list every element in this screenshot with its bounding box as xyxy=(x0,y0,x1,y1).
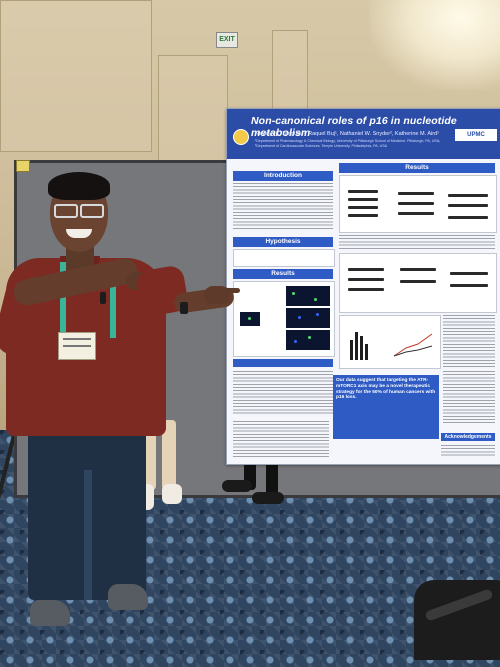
jeans-gap xyxy=(84,470,92,600)
university-seal-icon xyxy=(233,129,249,145)
hypothesis-diagram xyxy=(233,249,335,267)
figure-caption xyxy=(443,315,495,367)
section-hypothesis: Hypothesis xyxy=(233,237,333,247)
figure-caption xyxy=(443,371,495,425)
presenter-shoe xyxy=(30,600,70,626)
references-text xyxy=(233,421,329,457)
lanyard xyxy=(60,262,116,338)
blot-band xyxy=(448,216,488,219)
blot-band xyxy=(348,214,378,217)
exit-sign: EXIT xyxy=(216,32,238,48)
poster-title: Non-canonical roles of p16 in nucleotide… xyxy=(251,115,457,139)
background-shoe xyxy=(222,480,252,492)
glasses-icon xyxy=(54,204,104,218)
microscopy-panel xyxy=(286,308,330,328)
section-results-right: Results xyxy=(339,163,495,173)
western-blot-figure-2 xyxy=(339,253,497,313)
section-conclusion-head xyxy=(233,359,333,367)
results-text xyxy=(233,371,333,415)
bar-graph xyxy=(348,324,388,360)
upmc-logo: UPMC xyxy=(455,129,497,141)
figure-caption xyxy=(339,235,495,249)
blot-band xyxy=(348,198,378,201)
name-badge xyxy=(58,332,96,360)
blot-band xyxy=(348,190,378,193)
background-person-leg xyxy=(162,420,176,490)
blot-band xyxy=(348,288,384,291)
blot-band xyxy=(348,206,378,209)
blot-band xyxy=(450,284,488,287)
presenter-shoe xyxy=(108,584,148,610)
section-introduction: Introduction xyxy=(233,171,333,181)
watch-icon xyxy=(180,302,188,314)
blot-band xyxy=(348,278,384,281)
blot-band xyxy=(348,268,384,271)
microscopy-panel xyxy=(240,312,260,326)
background-shoe xyxy=(252,492,284,504)
blot-band xyxy=(398,192,434,195)
poster-authors: Naveen K. Tangudu¹, Raquel Buj¹, Nathani… xyxy=(255,131,439,137)
blot-band xyxy=(398,212,434,215)
line-graph xyxy=(393,333,433,357)
microscopy-panel xyxy=(286,286,330,306)
western-blot-figure xyxy=(339,175,497,233)
introduction-text xyxy=(233,183,333,231)
research-poster: Non-canonical roles of p16 in nucleotide… xyxy=(226,108,500,465)
blot-band xyxy=(400,280,436,283)
background-shoe xyxy=(162,484,182,504)
bracelet xyxy=(100,292,106,304)
smile xyxy=(66,229,92,238)
wall-panel xyxy=(0,0,152,152)
poster-header: Non-canonical roles of p16 in nucleotide… xyxy=(227,109,500,159)
section-acknowledgements: Acknowledgements xyxy=(441,433,495,441)
poster-affiliation: ¹Department of Pharmacology & Chemical B… xyxy=(255,139,441,148)
section-results-left: Results xyxy=(233,269,333,279)
ceiling-light xyxy=(370,0,500,90)
blot-band xyxy=(448,204,488,207)
conclusion-box: Our data suggest that targeting the ATR-… xyxy=(333,375,439,439)
blot-band xyxy=(448,194,488,197)
board-clip xyxy=(16,160,30,172)
pointing-finger xyxy=(222,288,240,293)
imaging-figure xyxy=(233,281,335,357)
blot-band xyxy=(398,202,434,205)
blot-band xyxy=(400,268,436,271)
hair xyxy=(48,172,110,200)
acknowledgements-text xyxy=(441,445,495,457)
presenter xyxy=(0,172,240,626)
microscopy-panel xyxy=(286,330,330,350)
bar-graph-figure xyxy=(339,315,441,369)
blot-band xyxy=(450,272,488,275)
